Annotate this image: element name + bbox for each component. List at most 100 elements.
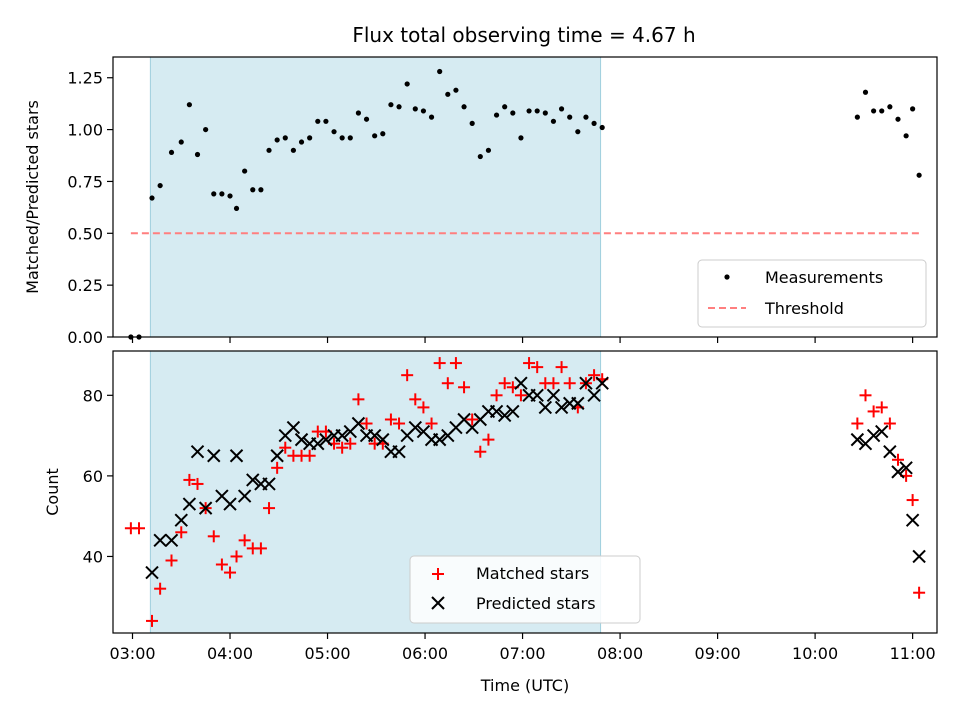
matched-star-point (913, 586, 926, 599)
matched-star-point (183, 473, 196, 486)
top-shaded-span (149, 56, 602, 338)
matched-star-point (238, 534, 251, 547)
legend-predicted-label: Predicted stars (476, 594, 596, 613)
predicted-star-point (912, 549, 926, 564)
x-tick-label: 07:00 (500, 644, 546, 663)
predicted-star-point (497, 408, 512, 423)
matched-star-point (906, 494, 919, 507)
measurement-point (550, 118, 557, 124)
matched-star-point (588, 369, 601, 382)
measurement-point (895, 116, 901, 122)
matched-star-point (207, 530, 220, 543)
measurement-point (420, 108, 427, 114)
measurement-point (157, 182, 163, 189)
measurement-point (315, 118, 321, 124)
matched-star-point (230, 550, 243, 563)
measurement-point (412, 106, 418, 112)
predicted-star-point (246, 473, 260, 487)
predicted-star-point (335, 428, 349, 443)
measurement-point (437, 68, 443, 75)
bottom-y-axis-label: Count (43, 468, 62, 516)
matched-star-point (425, 417, 438, 430)
measurement-point (502, 104, 508, 110)
measurement-point (347, 135, 353, 141)
measurement-point (445, 91, 451, 97)
measurement-point (591, 120, 597, 126)
predicted-star-point (198, 501, 213, 515)
measurement-point (599, 124, 605, 131)
bottom-y-tick-label: 60 (83, 467, 103, 486)
matched-star-point (891, 453, 904, 466)
predicted-star-point (554, 400, 569, 415)
matched-star-point (547, 377, 560, 390)
legend-threshold-label: Threshold (764, 299, 844, 318)
measurement-point (282, 135, 288, 141)
measurement-point (542, 110, 548, 116)
measurement-point (558, 106, 565, 112)
matched-star-point (146, 614, 159, 627)
predicted-star-point (174, 513, 188, 527)
measurement-point (534, 108, 540, 114)
predicted-star-point (294, 432, 309, 447)
matched-star-point (263, 502, 276, 515)
measurement-point (290, 147, 297, 153)
measurement-point (526, 108, 532, 114)
measurement-point (178, 139, 184, 145)
matched-star-point (466, 413, 479, 426)
predicted-star-point (153, 533, 167, 548)
predicted-star-point (351, 416, 366, 431)
measurement-point (266, 147, 272, 153)
measurement-point (575, 129, 581, 135)
x-tick-label: 06:00 (402, 644, 448, 663)
measurement-point (469, 120, 475, 126)
top-y-axis-label: Matched/Predicted stars (23, 100, 42, 294)
measurement-point (396, 104, 402, 110)
predicted-star-point (899, 461, 913, 475)
measurement-point (453, 87, 459, 93)
measurement-point (485, 147, 492, 153)
matched-star-point (409, 393, 422, 406)
matched-star-point (883, 417, 896, 430)
measurement-point (477, 153, 483, 160)
measurement-point (258, 187, 264, 193)
predicted-star-point (207, 449, 221, 463)
measurement-point (274, 137, 280, 143)
measurement-point (203, 126, 209, 133)
top-legend-box (697, 259, 927, 328)
predicted-star-point (891, 465, 905, 479)
predicted-star-point (319, 432, 333, 447)
matched-star-point (482, 433, 495, 446)
matched-star-point (875, 401, 888, 414)
predicted-star-point (145, 565, 159, 580)
x-tick-label: 05:00 (304, 644, 350, 663)
matched-star-point (474, 445, 487, 458)
measurement-point (388, 102, 394, 108)
measurement-point (323, 118, 329, 124)
top-y-tick-label: 1.25 (67, 69, 103, 88)
matched-star-point (133, 522, 146, 535)
measurement-point (233, 205, 240, 212)
predicted-star-point (866, 428, 881, 443)
x-tick-label: 11:00 (890, 644, 936, 663)
matched-star-point (175, 526, 188, 539)
predicted-star-point (595, 376, 609, 390)
measurement-point (567, 114, 573, 120)
matched-star-point (191, 477, 204, 490)
predicted-star-point (190, 445, 205, 459)
measurement-point (862, 89, 869, 95)
matched-star-point (433, 357, 446, 370)
predicted-star-point (875, 424, 889, 439)
matched-star-point (867, 405, 880, 418)
measurement-point (461, 104, 467, 110)
legend-measurements-marker (724, 274, 730, 280)
measurement-point (404, 81, 410, 87)
top-legend: Measurements Threshold (697, 259, 927, 328)
predicted-star-point (432, 432, 447, 447)
top-y-tick-label: 1.00 (67, 121, 103, 140)
predicted-star-point (579, 376, 593, 390)
measurement-point (518, 135, 524, 141)
predicted-star-point (286, 420, 301, 435)
legend-measurements-label: Measurements (765, 268, 883, 287)
x-axis-label: Time (UTC) (480, 676, 569, 695)
